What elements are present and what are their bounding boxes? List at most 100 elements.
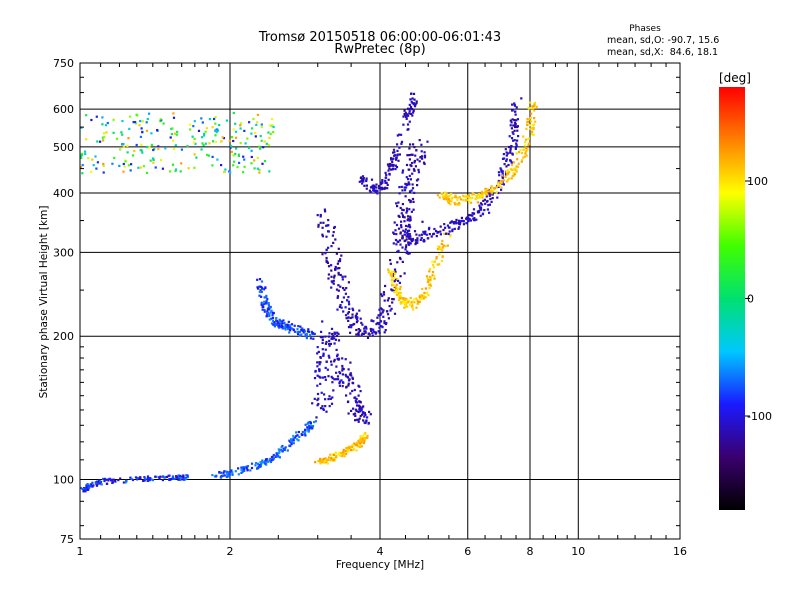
echo-point bbox=[232, 128, 235, 131]
echo-point bbox=[81, 164, 84, 167]
echo-point bbox=[408, 107, 411, 111]
echo-point bbox=[133, 149, 136, 153]
echo-point bbox=[412, 308, 415, 311]
echo-point bbox=[337, 284, 340, 287]
echo-point bbox=[223, 171, 226, 174]
echo-point bbox=[394, 229, 397, 232]
echo-point bbox=[361, 323, 364, 326]
echo-point bbox=[327, 335, 330, 338]
echo-point bbox=[335, 348, 338, 351]
echo-point bbox=[119, 148, 122, 151]
echo-point bbox=[319, 336, 322, 339]
echo-point bbox=[465, 216, 469, 219]
echo-point bbox=[423, 154, 427, 157]
echo-point bbox=[489, 193, 492, 196]
echo-point bbox=[455, 222, 458, 225]
echo-point bbox=[164, 147, 167, 150]
echo-point bbox=[362, 180, 365, 183]
echo-point bbox=[290, 327, 293, 330]
echo-point bbox=[327, 219, 330, 222]
echo-point bbox=[516, 118, 519, 121]
echo-point bbox=[514, 145, 518, 149]
echo-point bbox=[257, 287, 260, 290]
echo-point bbox=[491, 197, 494, 200]
echo-point bbox=[368, 189, 371, 192]
echo-point bbox=[359, 435, 362, 438]
echo-point bbox=[417, 178, 420, 181]
echo-point bbox=[296, 438, 299, 441]
echo-point bbox=[498, 174, 501, 177]
echo-point bbox=[524, 138, 527, 141]
echo-point bbox=[401, 171, 404, 174]
echo-point bbox=[425, 233, 428, 236]
echo-point bbox=[510, 168, 513, 171]
echo-point bbox=[87, 485, 90, 488]
echo-point bbox=[122, 143, 125, 146]
echo-point bbox=[305, 335, 308, 338]
echo-point bbox=[211, 155, 214, 158]
echo-point bbox=[378, 184, 381, 188]
echo-point bbox=[124, 160, 127, 163]
x-axis-label: Frequency [MHz] bbox=[336, 559, 424, 571]
echo-point bbox=[380, 293, 383, 296]
echo-point bbox=[443, 223, 446, 226]
echo-point bbox=[143, 476, 146, 479]
echo-point bbox=[473, 217, 476, 220]
echo-point bbox=[119, 477, 122, 480]
echo-point bbox=[378, 331, 381, 334]
echo-point bbox=[367, 332, 370, 335]
echo-point bbox=[157, 476, 161, 479]
echo-point bbox=[407, 114, 410, 117]
echo-point bbox=[107, 479, 110, 482]
echo-point bbox=[316, 374, 319, 377]
echo-point bbox=[441, 239, 444, 242]
echo-point bbox=[92, 484, 95, 487]
echo-point bbox=[348, 378, 351, 381]
echo-point bbox=[408, 154, 411, 157]
echo-point bbox=[507, 171, 511, 174]
echo-point bbox=[132, 121, 135, 124]
echo-point bbox=[381, 311, 384, 314]
echo-point bbox=[340, 306, 343, 309]
echo-point bbox=[331, 377, 334, 380]
echo-point bbox=[236, 165, 239, 169]
echo-point bbox=[316, 398, 319, 402]
echo-point bbox=[314, 370, 317, 373]
echo-point bbox=[321, 235, 324, 238]
echo-point bbox=[186, 476, 189, 479]
echo-point bbox=[516, 139, 519, 142]
echo-point bbox=[80, 156, 83, 159]
echo-point bbox=[471, 193, 474, 196]
echo-point bbox=[496, 181, 500, 184]
echo-point bbox=[400, 212, 403, 215]
echo-point bbox=[352, 413, 355, 416]
echo-point bbox=[525, 154, 528, 157]
echo-point bbox=[293, 324, 296, 327]
echo-point bbox=[401, 214, 404, 217]
echo-point bbox=[517, 162, 520, 165]
echo-point bbox=[490, 192, 493, 195]
echo-point bbox=[399, 275, 402, 278]
echo-point bbox=[401, 301, 405, 304]
echo-point bbox=[510, 161, 513, 164]
echo-point bbox=[122, 481, 125, 484]
echo-point bbox=[403, 113, 406, 116]
echo-point bbox=[403, 301, 406, 304]
echo-point bbox=[118, 164, 121, 167]
echo-point bbox=[211, 164, 214, 167]
echo-point bbox=[200, 117, 203, 120]
echo-point bbox=[408, 208, 411, 211]
echo-point bbox=[391, 281, 394, 284]
echo-point bbox=[246, 469, 249, 472]
echo-point bbox=[409, 164, 412, 167]
echo-point bbox=[433, 227, 436, 231]
echo-point bbox=[88, 487, 91, 490]
echo-point bbox=[265, 142, 268, 145]
echo-point bbox=[186, 474, 189, 477]
echo-point bbox=[527, 106, 530, 110]
echo-point bbox=[371, 334, 374, 337]
echo-point bbox=[356, 443, 359, 446]
echo-point bbox=[455, 218, 458, 221]
echo-point bbox=[442, 228, 445, 232]
